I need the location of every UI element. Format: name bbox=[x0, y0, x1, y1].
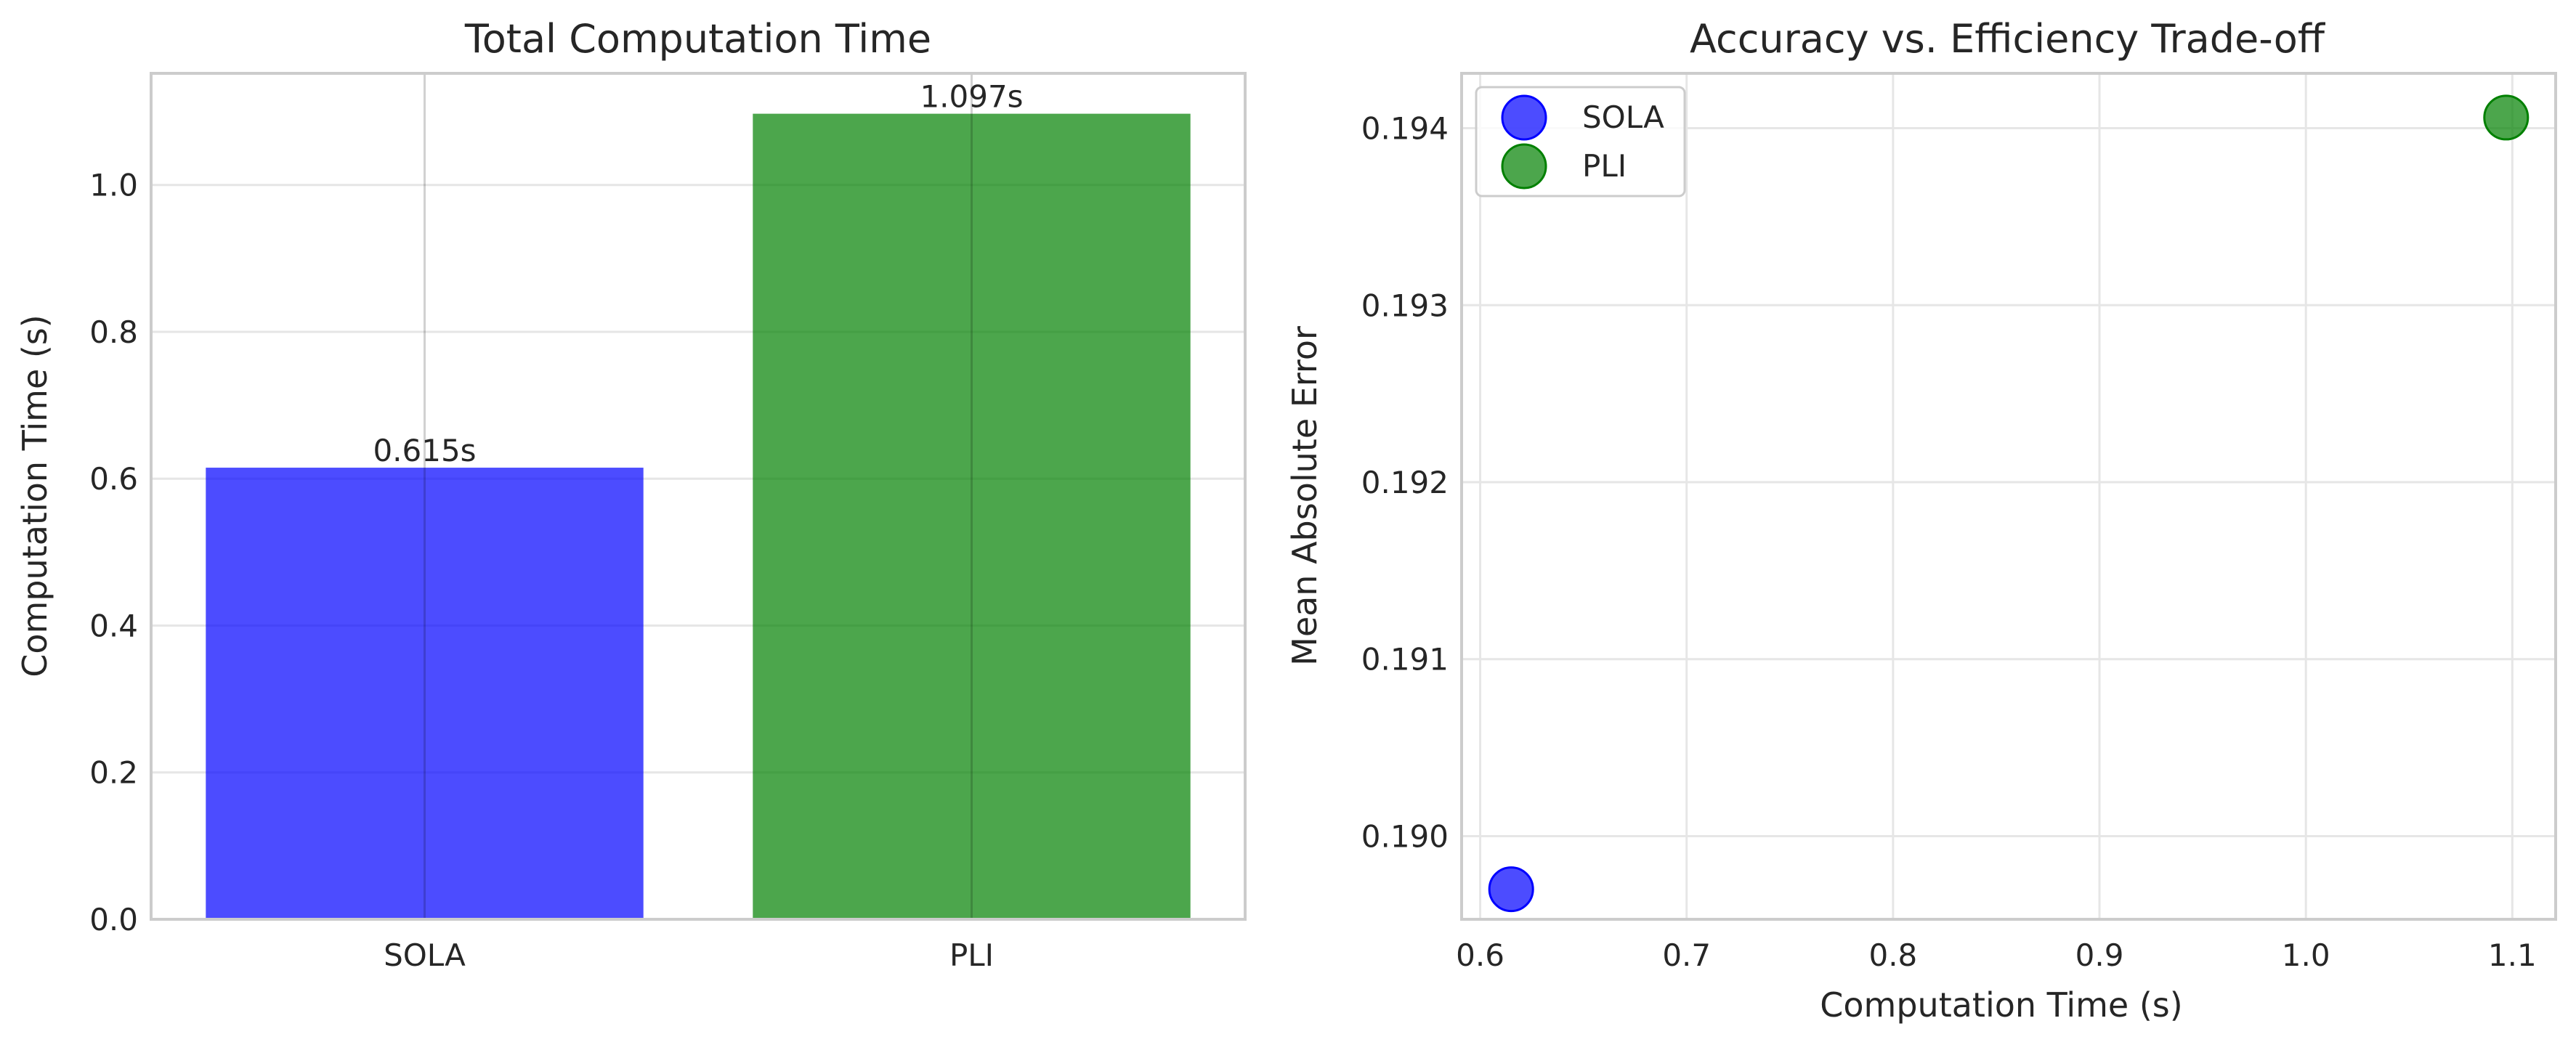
bar-chart-y-tick-label: 0.8 bbox=[89, 314, 138, 350]
scatter-chart-x-tick-label: 0.6 bbox=[1456, 937, 1504, 973]
scatter-chart-y-tick-label: 0.193 bbox=[1361, 288, 1449, 323]
scatter-chart-grid bbox=[1462, 73, 2556, 919]
bar-chart-y-tick-label: 1.0 bbox=[89, 168, 138, 203]
scatter-chart-legend: SOLA PLI bbox=[1475, 86, 1686, 198]
bar-chart-title: Total Computation Time bbox=[464, 16, 931, 62]
legend-label-pli: PLI bbox=[1582, 148, 1627, 184]
bar-chart-y-tick-label: 0.6 bbox=[89, 461, 138, 497]
bar-chart-y-ticks: 0.0 0.2 0.4 0.6 0.8 1.0 bbox=[89, 168, 138, 937]
scatter-chart-x-ticks: 0.6 0.7 0.8 0.9 1.0 1.1 bbox=[1456, 937, 2537, 973]
bar-chart-x-tick-label: SOLA bbox=[384, 937, 466, 973]
scatter-chart-panel: 0.190 0.191 0.192 0.193 0.194 0.6 0.7 0.8 0.9 1.… bbox=[1285, 16, 2557, 1025]
scatter-chart-frame bbox=[1460, 72, 2557, 921]
bar-value-label-sola: 0.615s bbox=[373, 433, 476, 468]
scatter-chart-y-tick-label: 0.192 bbox=[1361, 465, 1449, 500]
bar-chart-bars bbox=[206, 113, 1191, 920]
bar-chart-y-tick-label: 0.2 bbox=[89, 755, 138, 791]
bar-chart-panel: 0.00.20.40.60.81.0 SOLA PLI 0.615s1.097s … bbox=[15, 16, 1247, 973]
bar-chart-x-tick-label: PLI bbox=[949, 937, 994, 973]
bar-chart-y-tick-label: 0.0 bbox=[89, 902, 138, 937]
scatter-chart-x-tick-label: 0.7 bbox=[1662, 937, 1711, 973]
legend-marker-pli bbox=[1501, 143, 1547, 190]
scatter-chart-y-tick-label: 0.194 bbox=[1361, 111, 1449, 147]
bar-chart-vertical-grid bbox=[424, 73, 973, 919]
scatter-chart-y-tick-label: 0.190 bbox=[1361, 818, 1449, 854]
bar-chart-frame bbox=[150, 72, 1247, 921]
scatter-chart-points bbox=[1488, 94, 2530, 913]
scatter-chart-x-tick-label: 0.9 bbox=[2075, 937, 2124, 973]
bar-chart-data-labels: 0.615s 1.097s bbox=[373, 79, 1023, 468]
bar-chart-x-ticks: SOLA PLI bbox=[384, 937, 994, 973]
scatter-chart-x-tick-label: 1.0 bbox=[2282, 937, 2330, 973]
scatter-chart-x-tick-label: 1.1 bbox=[2488, 937, 2537, 973]
scatter-point-sola bbox=[1488, 866, 1534, 913]
scatter-chart-y-ticks: 0.190 0.191 0.192 0.193 0.194 bbox=[1361, 111, 1449, 855]
legend-label-sola: SOLA bbox=[1582, 99, 1664, 135]
bar-chart-y-axis-label: Computation Time (s) bbox=[15, 314, 54, 677]
scatter-point-pli bbox=[2483, 94, 2530, 141]
scatter-chart-title: Accuracy vs. Efficiency Trade-off bbox=[1690, 16, 2326, 62]
scatter-chart-x-axis-label: Computation Time (s) bbox=[1820, 985, 2182, 1025]
scatter-chart-x-tick-label: 0.8 bbox=[1868, 937, 1917, 973]
scatter-chart-y-axis-label: Mean Absolute Error bbox=[1285, 326, 1324, 666]
bar-chart-y-tick-label: 0.4 bbox=[89, 608, 138, 643]
scatter-chart-y-tick-label: 0.191 bbox=[1361, 642, 1449, 677]
bar-value-label-pli: 1.097s bbox=[920, 79, 1023, 115]
bar-pli bbox=[753, 113, 1191, 920]
legend-marker-sola bbox=[1501, 94, 1547, 141]
bar-sola bbox=[206, 468, 644, 919]
